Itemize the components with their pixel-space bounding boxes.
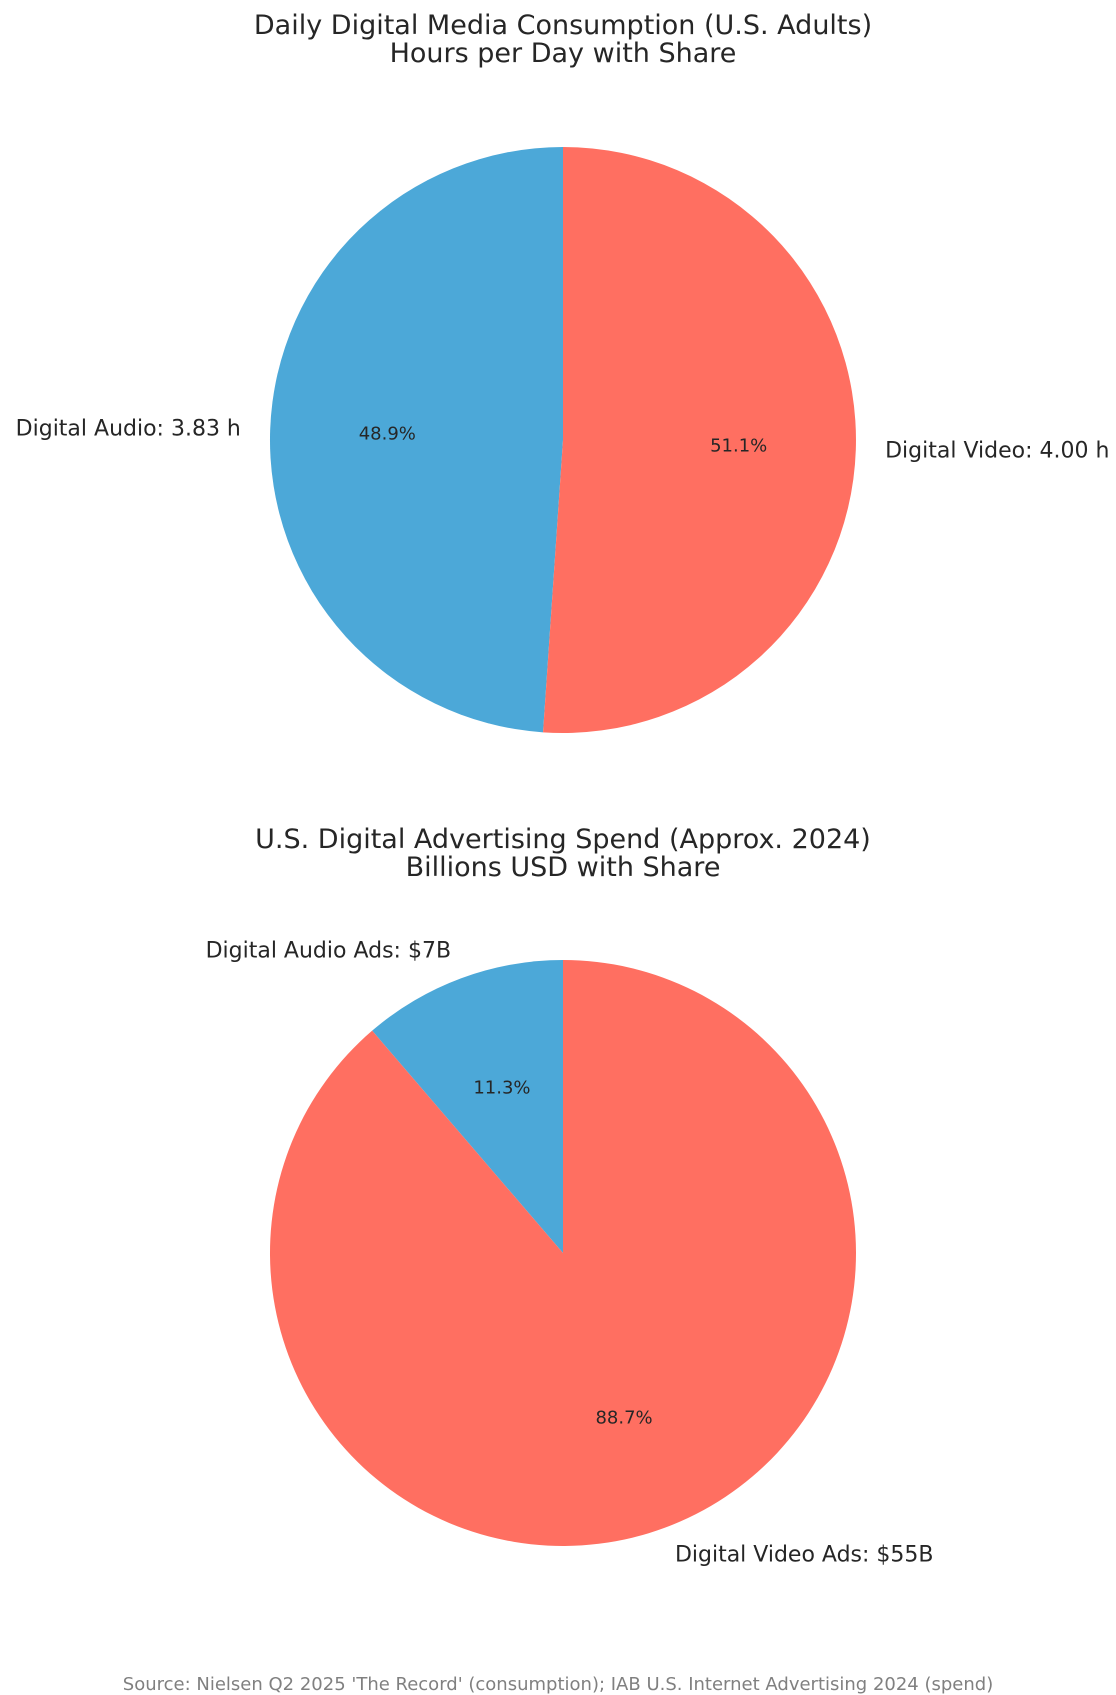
pie-1-slice-2 bbox=[543, 147, 856, 734]
pie-2-label-1: Digital Audio Ads: $7B bbox=[206, 938, 451, 963]
pie-2-title-line-1: U.S. Digital Advertising Spend (Approx. … bbox=[255, 824, 871, 855]
source-note: Source: Nielsen Q2 2025 'The Record' (co… bbox=[122, 1674, 994, 1695]
pie-1-label-1: Digital Audio: 3.83 h bbox=[16, 417, 241, 442]
pie-1-title-line-2: Hours per Day with Share bbox=[390, 38, 737, 69]
pie-2-label-2: Digital Video Ads: $55B bbox=[675, 1543, 934, 1568]
pie-2-percent-2: 88.7% bbox=[595, 1407, 652, 1428]
pie-2-slice-2 bbox=[269, 960, 856, 1546]
pie-1-title-line-1: Daily Digital Media Consumption (U.S. Ad… bbox=[254, 10, 872, 41]
pie-1-percent-1: 48.9% bbox=[359, 424, 416, 445]
pie-1-slice-1 bbox=[269, 147, 563, 733]
pie-1-label-2: Digital Video: 4.00 h bbox=[885, 438, 1109, 463]
pie-2-slice-1 bbox=[372, 959, 563, 1253]
pie-2-percent-1: 11.3% bbox=[473, 1078, 530, 1099]
pie-2-title-line-2: Billions USD with Share bbox=[406, 852, 721, 883]
pie-1-percent-2: 51.1% bbox=[710, 435, 767, 456]
